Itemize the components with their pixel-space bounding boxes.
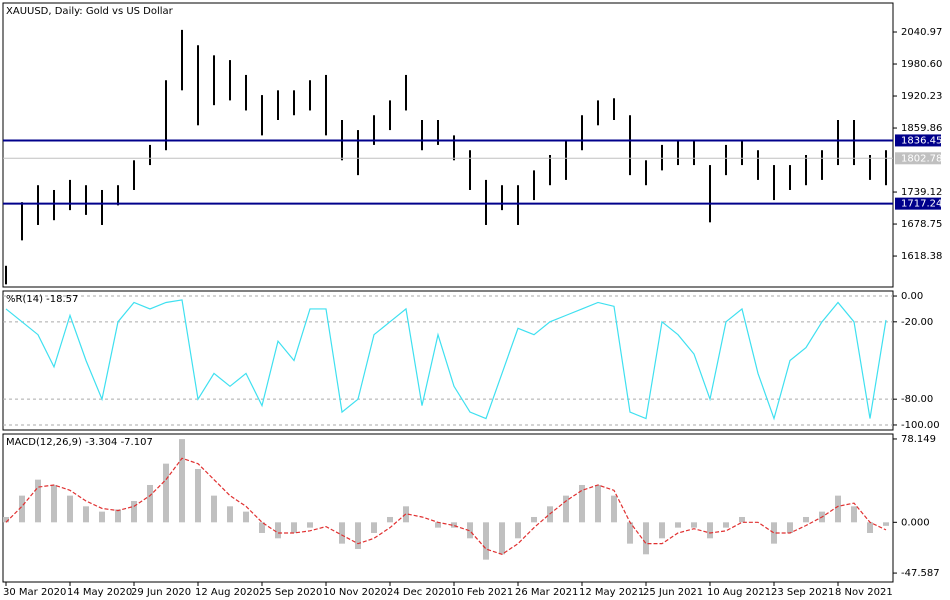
signal-value: -7.107	[121, 437, 153, 448]
macd-value: -3.304	[85, 437, 117, 448]
current-price-label: 1802.78	[901, 153, 942, 164]
macd-bar	[115, 509, 121, 523]
macd-bar	[851, 506, 857, 523]
indicator-name: MACD(12,26,9)	[6, 437, 82, 448]
macd-bar	[243, 511, 249, 523]
macd-bar	[35, 479, 41, 523]
x-tick-label: 25 Jun 2021	[643, 587, 703, 598]
macd-bar	[691, 522, 697, 528]
macd-bar	[803, 516, 809, 523]
macd-bar	[739, 516, 745, 523]
x-tick-label: 30 Mar 2020	[3, 587, 66, 598]
macd-bar	[723, 522, 729, 528]
macd-bar	[51, 484, 57, 523]
x-tick-label: 26 Mar 2021	[515, 587, 578, 598]
panel-title: %R(14) -18.57	[6, 294, 78, 305]
macd-bar	[707, 522, 713, 539]
y-tick-label: -47.587	[901, 568, 940, 579]
macd-bar	[467, 522, 473, 539]
macd-bar	[259, 522, 265, 533]
macd-bar	[499, 522, 505, 555]
macd-bar	[131, 500, 137, 523]
macd-bar	[179, 439, 185, 523]
current-price-box	[895, 152, 941, 165]
y-tick-label: 1739.12	[901, 187, 942, 198]
chart-title: XAUUSD, Daily: Gold vs US Dollar	[6, 6, 174, 17]
macd-bar	[579, 484, 585, 523]
macd-bar	[659, 522, 665, 539]
x-tick-label: 10 Feb 2021	[451, 587, 513, 598]
y-tick-label: -100.00	[901, 420, 940, 431]
macd-bar	[435, 522, 441, 528]
macd-bar	[835, 495, 841, 523]
y-tick-label: 78.149	[901, 434, 936, 445]
y-tick-label: -80.00	[901, 394, 933, 405]
macd-bar	[643, 522, 649, 555]
x-tick-label: 8 Nov 2021	[835, 587, 893, 598]
macd-bar	[99, 511, 105, 523]
x-tick-label: 23 Sep 2021	[771, 587, 834, 598]
y-tick-label: 2040.97	[901, 27, 942, 38]
signal-line	[5, 457, 887, 555]
macd-bar	[451, 522, 457, 528]
x-tick-label: 12 Aug 2020	[195, 587, 259, 598]
wpr-line	[5, 299, 887, 421]
y-tick-label: 1859.86	[901, 123, 942, 134]
macd-bar	[595, 484, 601, 523]
macd-bar	[483, 522, 489, 560]
level-box	[895, 134, 941, 147]
macd-bar	[771, 522, 777, 544]
macd-bar	[211, 495, 217, 523]
x-tick-label: 14 May 2020	[67, 587, 132, 598]
y-tick-label: 1980.60	[901, 59, 942, 70]
macd-bar	[307, 522, 313, 528]
y-tick-label: 0.000	[901, 517, 930, 528]
x-tick-label: 25 Sep 2020	[259, 587, 322, 598]
y-tick-label: -20.00	[901, 317, 933, 328]
macd-bar	[675, 522, 681, 528]
macd-bar	[627, 522, 633, 544]
macd-bar	[611, 495, 617, 523]
macd-bar	[227, 506, 233, 523]
panel-frame	[2, 2, 894, 288]
x-tick-label: 10 Aug 2021	[707, 587, 771, 598]
panel-frame	[2, 433, 894, 583]
macd-bar	[83, 506, 89, 523]
x-tick-label: 10 Nov 2020	[323, 587, 387, 598]
x-tick-label: 12 May 2021	[579, 587, 644, 598]
macd-bar	[787, 522, 793, 533]
level-label: 1717.24	[901, 199, 942, 210]
macd-bar	[867, 522, 873, 533]
macd-bar	[531, 516, 537, 523]
macd-bar	[275, 522, 281, 539]
panel-title: MACD(12,26,9) -3.304 -7.107	[6, 437, 153, 448]
macd-bar	[163, 463, 169, 523]
x-tick-label: 24 Dec 2020	[387, 587, 451, 598]
indicator-name: %R(14)	[6, 294, 43, 305]
level-label: 1836.45	[901, 135, 942, 146]
panel-frame	[2, 290, 894, 431]
macd-bar	[339, 522, 345, 544]
macd-bar	[3, 516, 9, 523]
macd-bar	[67, 495, 73, 523]
macd-bar	[195, 468, 201, 523]
macd-bar	[515, 522, 521, 539]
y-tick-label: 0.00	[901, 291, 923, 302]
macd-bar	[371, 522, 377, 533]
macd-bar	[387, 516, 393, 523]
x-tick-label: 29 Jun 2020	[131, 587, 191, 598]
macd-bar	[19, 495, 25, 523]
macd-bar	[291, 522, 297, 533]
macd-bar	[355, 522, 361, 549]
indicator-value: -18.57	[46, 294, 78, 305]
y-tick-label: 1618.38	[901, 251, 942, 262]
level-box	[895, 197, 941, 210]
macd-bar	[563, 495, 569, 523]
y-tick-label: 1920.23	[901, 91, 942, 102]
y-tick-label: 1678.75	[901, 219, 942, 230]
macd-bar	[883, 522, 889, 526]
macd-bar	[147, 484, 153, 523]
